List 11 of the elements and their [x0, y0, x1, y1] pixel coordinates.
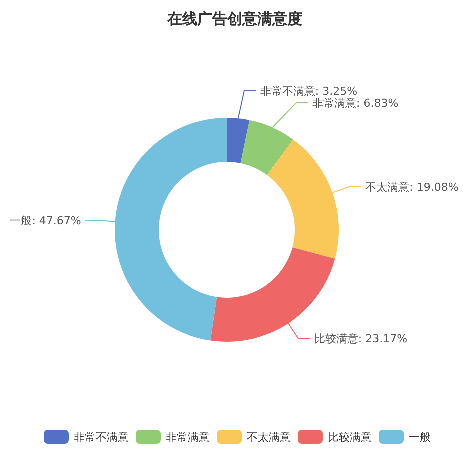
data-label: 一般: 47.67%: [10, 214, 82, 228]
legend-label: 非常满意: [166, 431, 210, 444]
data-label: 不太满意: 19.08%: [366, 180, 459, 194]
chart-title: 在线广告创意满意度: [166, 10, 302, 28]
legend-label: 非常不满意: [74, 431, 129, 444]
legend-label: 不太满意: [247, 431, 291, 444]
legend-label: 比较满意: [328, 431, 372, 444]
data-label: 非常不满意: 3.25%: [260, 85, 358, 98]
data-label: 比较满意: 23.17%: [314, 332, 408, 346]
legend-label: 一般: [409, 431, 431, 444]
data-label: 非常满意: 6.83%: [312, 97, 399, 110]
